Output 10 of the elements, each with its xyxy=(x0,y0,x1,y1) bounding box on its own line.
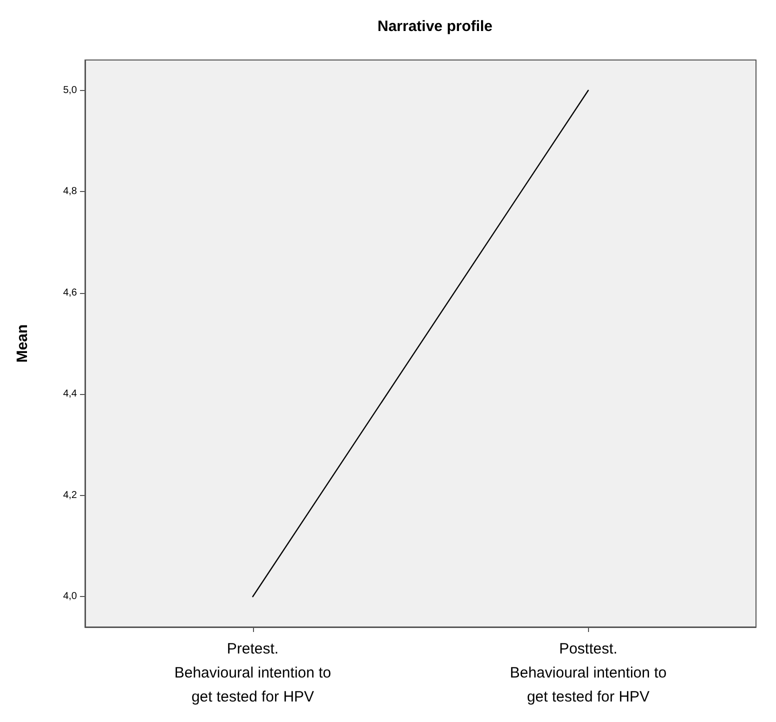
y-tick-label: 4,6 xyxy=(63,287,78,298)
x-tick-label: Posttest. Behavioural intention to get tested for HPV xyxy=(510,640,667,706)
y-tick-label: 5,0 xyxy=(63,84,78,96)
y-tick-label: 4,0 xyxy=(63,591,78,602)
y-tick-label: 4,4 xyxy=(63,388,78,400)
x-tick-label: Pretest. Behavioural intention to get tested for HPV xyxy=(174,640,332,706)
y-axis-title: Mean xyxy=(14,324,31,363)
y-tick-label: 4,8 xyxy=(63,186,78,198)
chart-title: Narrative profile xyxy=(377,18,493,35)
y-tick-label: 4,2 xyxy=(63,490,78,501)
